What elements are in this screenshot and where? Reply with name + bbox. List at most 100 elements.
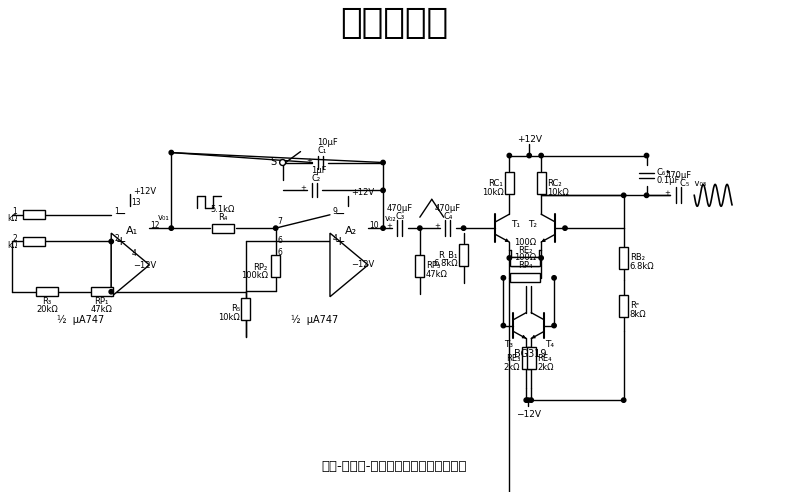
Text: RC₂: RC₂ bbox=[547, 179, 562, 188]
Circle shape bbox=[381, 160, 385, 165]
Circle shape bbox=[539, 256, 544, 260]
Text: 9: 9 bbox=[333, 207, 338, 216]
Text: 10: 10 bbox=[369, 221, 379, 230]
Text: −: − bbox=[116, 208, 126, 221]
Text: 7: 7 bbox=[277, 217, 283, 226]
Bar bbox=[511, 274, 540, 282]
Bar bbox=[522, 348, 530, 369]
Text: ½  μA747: ½ μA747 bbox=[57, 315, 104, 325]
Text: 6.8kΩ: 6.8kΩ bbox=[433, 259, 458, 268]
Text: 2kΩ: 2kΩ bbox=[537, 363, 554, 372]
Text: A₁: A₁ bbox=[126, 226, 138, 236]
Text: 47kΩ: 47kΩ bbox=[91, 305, 113, 314]
Circle shape bbox=[280, 160, 285, 166]
Circle shape bbox=[552, 323, 556, 328]
Text: S: S bbox=[270, 156, 277, 167]
Text: R_B₁: R_B₁ bbox=[438, 250, 458, 259]
Text: −12V: −12V bbox=[515, 410, 541, 419]
Text: Rᵉ: Rᵉ bbox=[630, 301, 639, 310]
Polygon shape bbox=[111, 233, 150, 297]
Text: C₄: C₄ bbox=[443, 211, 452, 221]
Text: 470μF: 470μF bbox=[387, 204, 413, 213]
Text: 6.8kΩ: 6.8kΩ bbox=[630, 262, 654, 272]
Bar bbox=[511, 257, 540, 266]
Text: 470μF: 470μF bbox=[435, 204, 461, 213]
Circle shape bbox=[381, 226, 385, 230]
Bar bbox=[241, 298, 251, 319]
Text: RP₁: RP₁ bbox=[95, 297, 109, 306]
Circle shape bbox=[501, 276, 506, 280]
Bar bbox=[459, 244, 468, 266]
Bar bbox=[415, 255, 424, 277]
Bar bbox=[23, 237, 45, 246]
Circle shape bbox=[501, 323, 506, 328]
Text: T₄: T₄ bbox=[545, 340, 554, 349]
Text: 20kΩ: 20kΩ bbox=[36, 305, 58, 314]
Text: C₁: C₁ bbox=[318, 146, 327, 155]
Text: 100Ω: 100Ω bbox=[515, 253, 537, 262]
Circle shape bbox=[507, 153, 511, 158]
Text: T₁: T₁ bbox=[511, 220, 520, 229]
Text: 100kΩ: 100kΩ bbox=[240, 271, 268, 281]
Circle shape bbox=[563, 226, 567, 230]
Circle shape bbox=[526, 398, 530, 402]
Text: 5.1kΩ: 5.1kΩ bbox=[211, 205, 235, 214]
Text: R₄: R₄ bbox=[218, 212, 228, 222]
Text: +: + bbox=[301, 185, 307, 191]
Text: RP₃: RP₃ bbox=[426, 261, 440, 271]
Text: +: + bbox=[307, 158, 313, 164]
Bar bbox=[526, 348, 536, 369]
Text: 2: 2 bbox=[114, 234, 119, 243]
Text: RE₄: RE₄ bbox=[537, 354, 552, 363]
Text: +: + bbox=[386, 223, 392, 229]
Text: +12V: +12V bbox=[351, 188, 374, 197]
Text: 12: 12 bbox=[151, 221, 160, 230]
Text: C₅  v₀₃: C₅ v₀₃ bbox=[680, 179, 707, 188]
Text: RP₄: RP₄ bbox=[518, 261, 533, 271]
Text: −12V: −12V bbox=[132, 261, 156, 270]
Circle shape bbox=[645, 193, 649, 198]
Text: kΩ: kΩ bbox=[7, 214, 17, 223]
Text: C₂: C₂ bbox=[311, 174, 321, 183]
Text: 1: 1 bbox=[114, 207, 119, 216]
Circle shape bbox=[552, 276, 556, 280]
Text: 47kΩ: 47kΩ bbox=[426, 270, 448, 280]
Text: 470μF: 470μF bbox=[665, 171, 691, 180]
Text: 1μF: 1μF bbox=[311, 166, 327, 175]
Text: RE₃: RE₃ bbox=[506, 354, 520, 363]
Bar bbox=[91, 287, 113, 296]
Text: ½  μA747: ½ μA747 bbox=[291, 315, 338, 325]
Text: 4: 4 bbox=[333, 234, 338, 243]
Circle shape bbox=[381, 188, 385, 193]
Circle shape bbox=[273, 226, 278, 230]
Text: 信号发生器: 信号发生器 bbox=[340, 6, 448, 40]
Bar bbox=[619, 295, 628, 317]
Text: 方波-三角波-正弦波函数发生器实验电路: 方波-三角波-正弦波函数发生器实验电路 bbox=[322, 460, 466, 473]
Text: 10kΩ: 10kΩ bbox=[481, 188, 504, 197]
Text: 100Ω: 100Ω bbox=[515, 238, 537, 246]
Circle shape bbox=[109, 239, 113, 244]
Circle shape bbox=[418, 226, 422, 230]
Circle shape bbox=[645, 153, 649, 158]
Text: kΩ: kΩ bbox=[7, 241, 17, 250]
Text: +12V: +12V bbox=[517, 135, 541, 144]
Text: T₂: T₂ bbox=[528, 220, 537, 229]
Text: −12V: −12V bbox=[351, 260, 374, 269]
Circle shape bbox=[169, 150, 173, 155]
Circle shape bbox=[507, 256, 511, 260]
Bar bbox=[212, 224, 234, 233]
Text: RE₂: RE₂ bbox=[518, 246, 533, 254]
Text: v₀₂: v₀₂ bbox=[385, 213, 396, 223]
Circle shape bbox=[527, 153, 531, 158]
Bar bbox=[36, 287, 58, 296]
Text: RC₁: RC₁ bbox=[489, 179, 504, 188]
Bar bbox=[537, 173, 545, 194]
Bar bbox=[619, 247, 628, 269]
Bar bbox=[271, 255, 281, 277]
Circle shape bbox=[622, 193, 626, 198]
Circle shape bbox=[529, 398, 533, 402]
Text: +: + bbox=[434, 223, 440, 229]
Bar bbox=[23, 211, 45, 219]
Text: C₆•: C₆• bbox=[656, 168, 671, 177]
Text: 8kΩ: 8kΩ bbox=[630, 310, 646, 319]
